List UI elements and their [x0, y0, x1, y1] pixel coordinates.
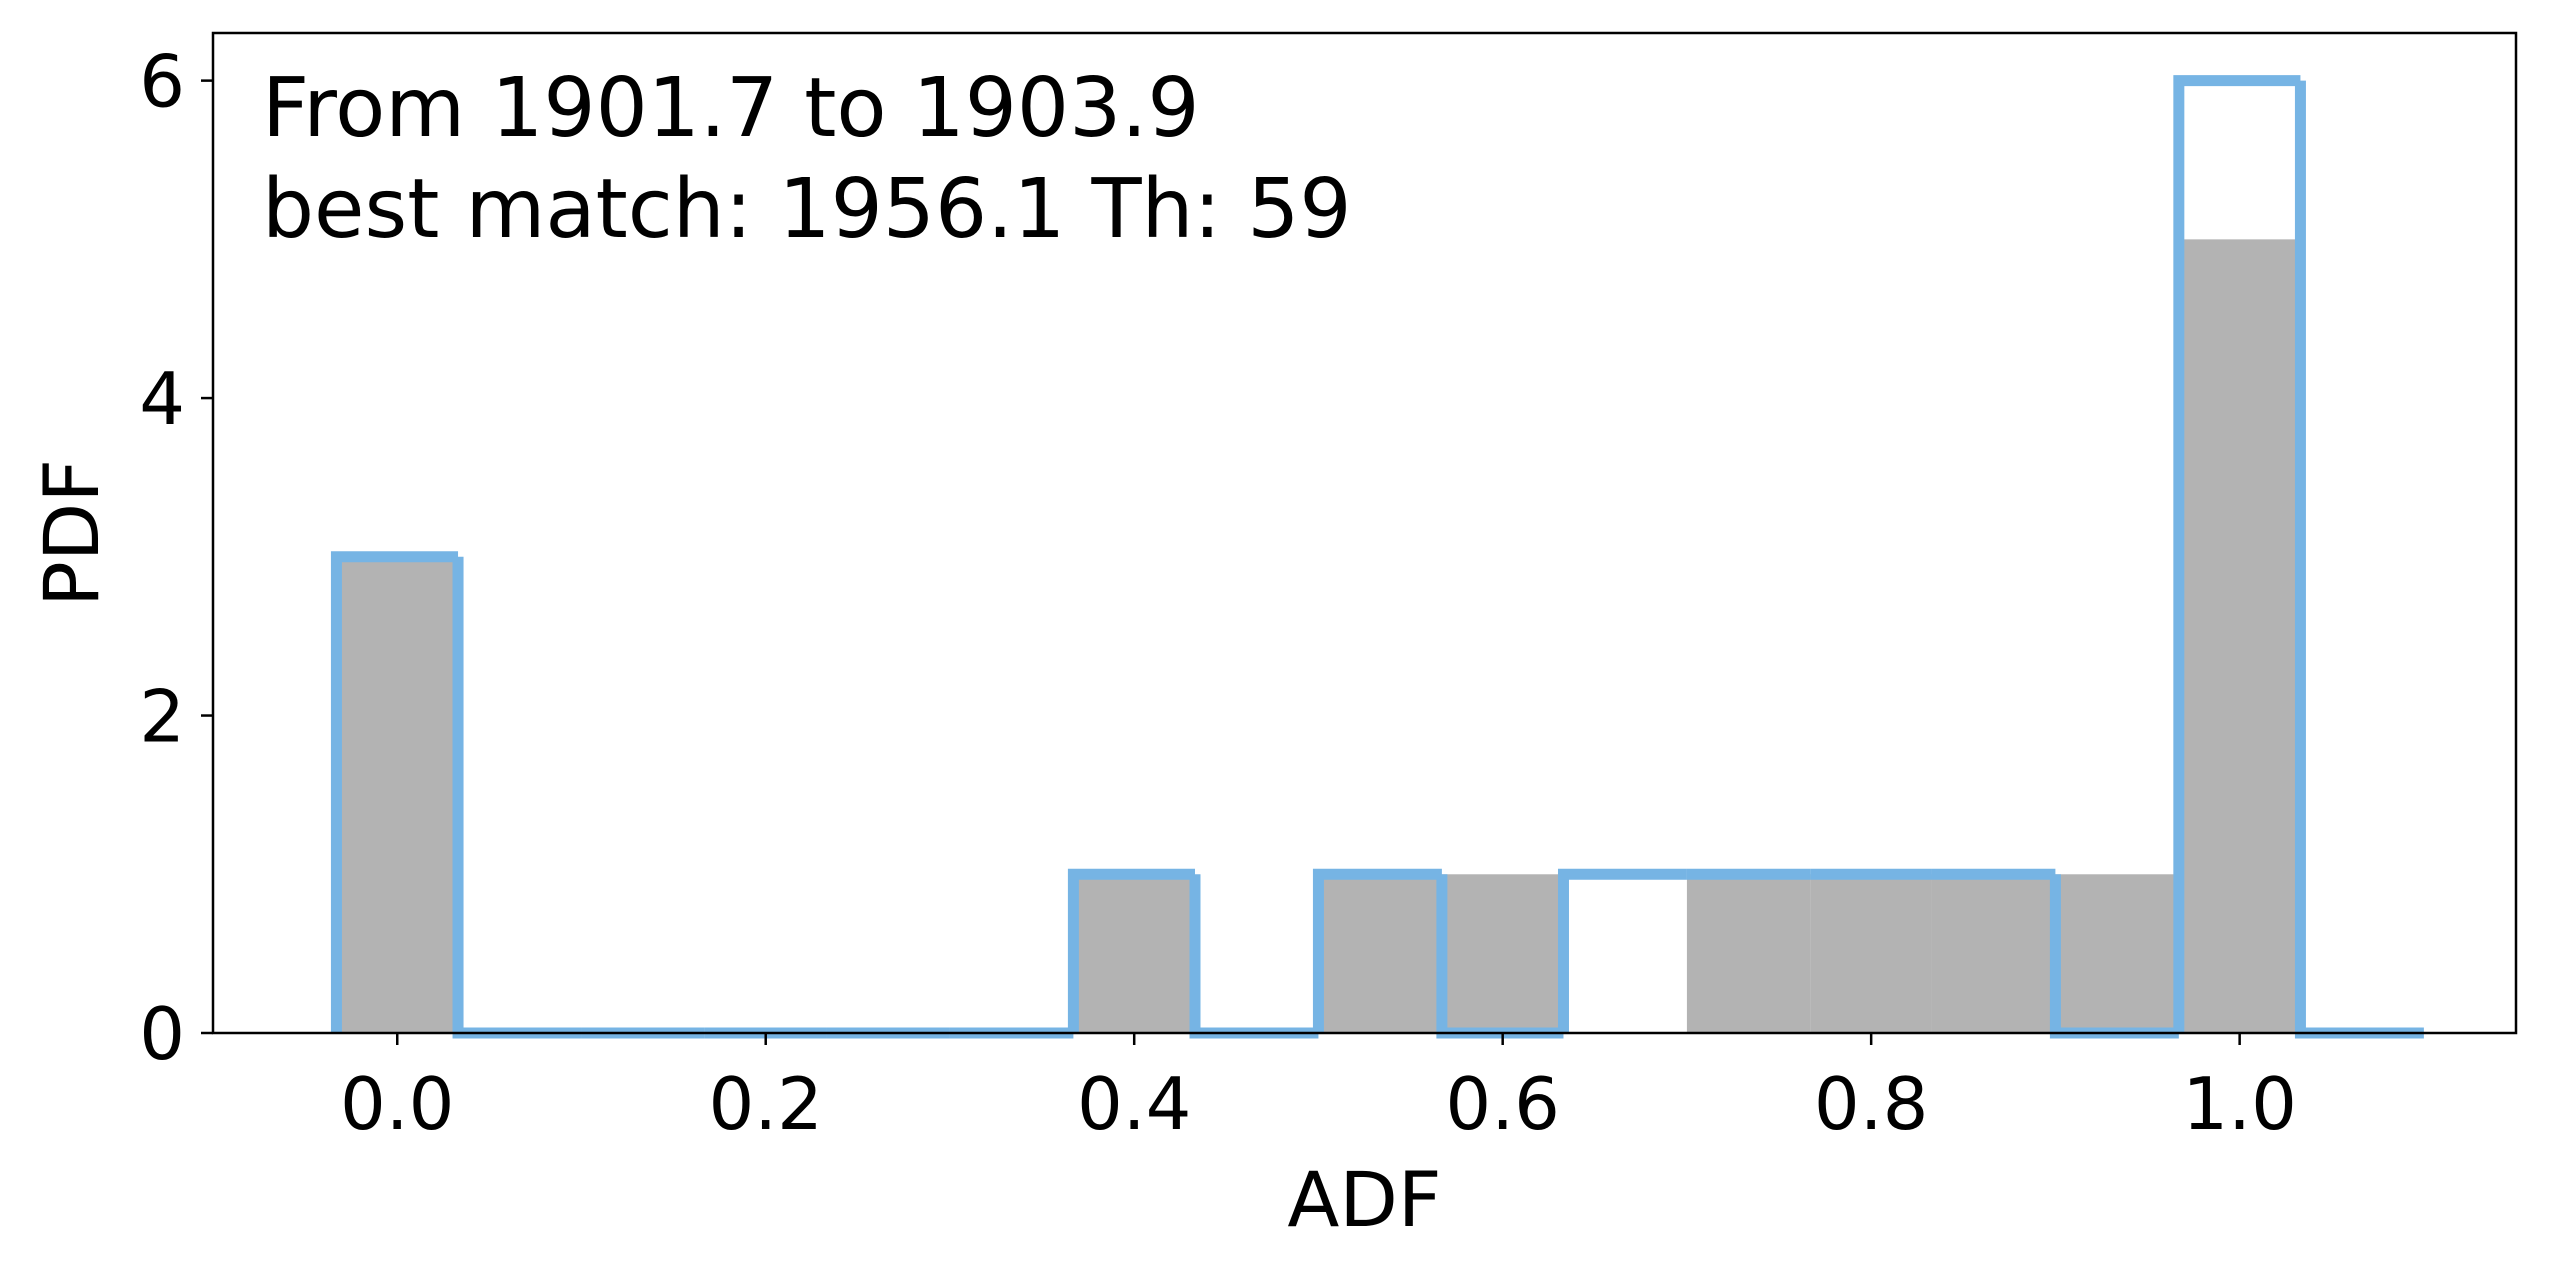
x-axis-label: ADF [1287, 1155, 1441, 1244]
step-segment-6 [1067, 868, 1195, 1033]
y-tick-label-0: 0 [139, 992, 185, 1076]
x-tick-label-2: 0.4 [1077, 1062, 1192, 1146]
histogram-bar-4 [1686, 874, 1811, 1033]
step-segment-16 [2294, 80, 2424, 1039]
histogram-bar-7 [2055, 874, 2179, 1033]
x-tick-label-5: 1.0 [2182, 1062, 2297, 1146]
y-axis-label: PDF [27, 459, 116, 607]
step-segment-0 [330, 551, 459, 1033]
step-segment-15 [2173, 75, 2301, 1033]
x-tick-label-1: 0.2 [708, 1062, 823, 1146]
y-tick-label-1: 2 [139, 675, 185, 759]
step-segment-10 [1557, 868, 1687, 1033]
annotation-line-1: From 1901.7 to 1903.9 [262, 61, 1200, 156]
histogram-bar-3 [1441, 874, 1564, 1033]
plot-frame [211, 31, 2518, 1035]
x-tick-label-3: 0.6 [1445, 1062, 1560, 1146]
histogram-bar-2 [1318, 874, 1442, 1033]
x-tick-label-0: 0.0 [340, 1062, 455, 1146]
y-axis-ticks: 0 2 4 6 [139, 40, 213, 1076]
y-tick-label-2: 4 [139, 357, 185, 441]
filled-bars-layer [336, 239, 2301, 1033]
histogram-bar-1 [1073, 874, 1195, 1033]
annotation-line-2: best match: 1956.1 Th: 59 [262, 162, 1352, 257]
x-tick-label-4: 0.8 [1814, 1062, 1929, 1146]
histogram-bar-8 [2178, 239, 2301, 1033]
histogram-bar-6 [1931, 874, 2056, 1033]
histogram-bar-0 [336, 556, 459, 1033]
step-segment-7 [1189, 874, 1319, 1039]
histogram-bar-5 [1810, 874, 1932, 1033]
step-segment-8 [1312, 868, 1442, 1033]
y-tick-label-3: 6 [139, 40, 185, 124]
step-segment-1 [452, 556, 582, 1039]
x-axis-ticks: 0.0 0.2 0.4 0.6 0.8 1.0 [340, 1033, 2297, 1146]
